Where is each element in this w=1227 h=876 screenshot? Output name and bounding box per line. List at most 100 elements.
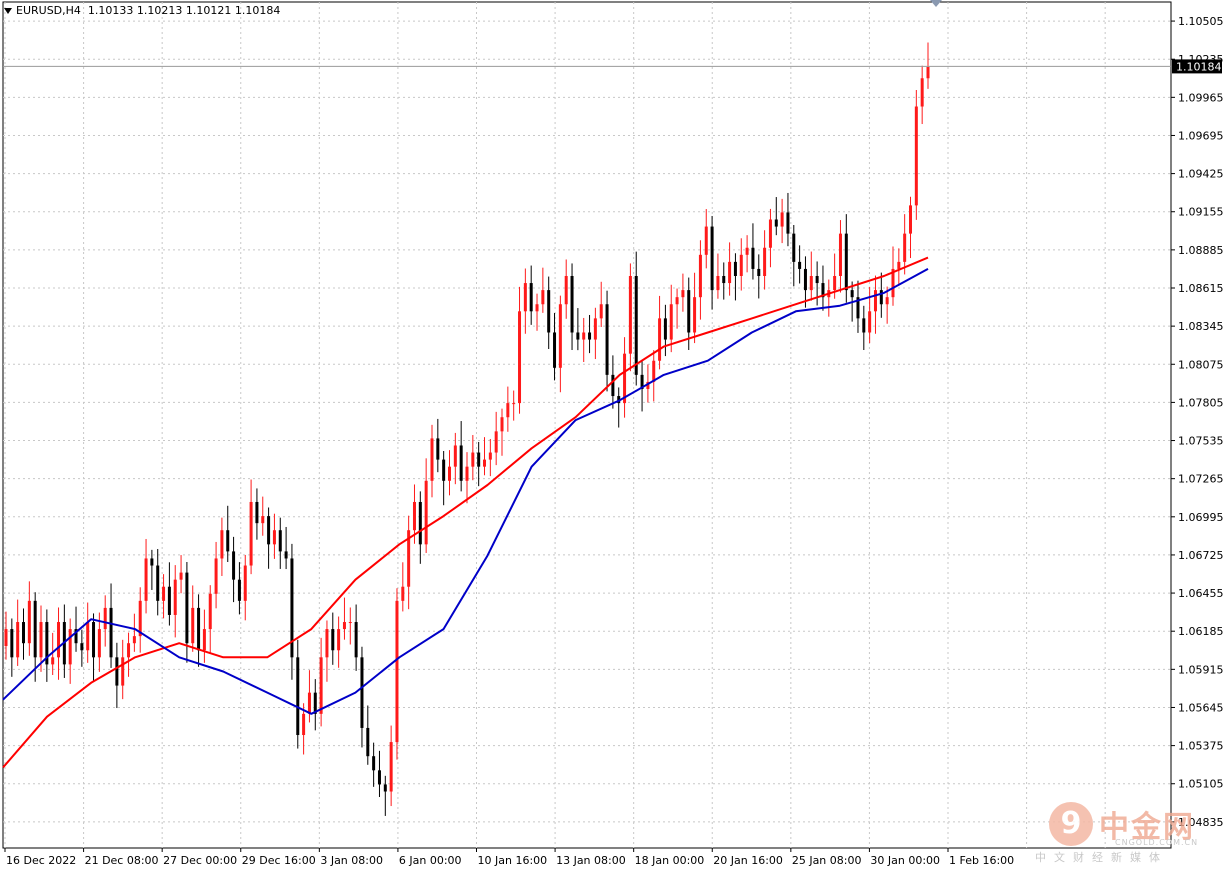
candle-body	[173, 579, 177, 615]
watermark: 中金网 CNGOLD.COM.CN 中文财经新媒体	[1035, 802, 1219, 864]
candle	[803, 256, 807, 308]
candle-body	[879, 290, 883, 305]
candle	[354, 604, 358, 671]
candle-body	[623, 353, 627, 404]
candle	[506, 386, 510, 432]
candle-body	[500, 417, 504, 432]
candle	[307, 670, 311, 723]
candle-body	[354, 622, 358, 658]
candle-body	[763, 247, 767, 276]
candle-body	[401, 586, 405, 601]
candle-body	[681, 290, 685, 298]
dropdown-triangle-icon[interactable]	[4, 8, 12, 14]
candle	[179, 555, 183, 594]
candle-body	[809, 275, 813, 291]
candle-body	[156, 565, 160, 601]
y-tick-label: 1.05105	[1178, 778, 1224, 791]
candle-body	[815, 275, 819, 284]
candle-body	[33, 600, 37, 658]
y-tick-label: 1.09155	[1178, 206, 1224, 219]
ma-fast-line	[2, 268, 929, 715]
candle	[640, 360, 644, 412]
candle-body	[284, 551, 288, 559]
candle	[570, 263, 574, 351]
candle-body	[564, 275, 568, 305]
y-tick-label: 1.05375	[1178, 740, 1224, 753]
y-tick-label: 1.06455	[1178, 587, 1224, 600]
candle	[74, 606, 78, 652]
candle-body	[897, 261, 901, 269]
candle	[237, 562, 241, 615]
x-tick-label: 25 Jan 08:00	[792, 854, 862, 867]
candle-body	[162, 586, 166, 601]
x-tick-label: 16 Dec 2022	[6, 854, 76, 867]
candle-body	[418, 501, 422, 545]
candle-body	[430, 438, 434, 481]
y-tick-label: 1.07805	[1178, 396, 1224, 409]
candle	[903, 214, 907, 275]
candle	[681, 273, 685, 312]
candle-body	[652, 360, 656, 382]
candle-body	[237, 579, 241, 601]
candle-body	[185, 572, 189, 644]
watermark-url: CNGOLD.COM.CN	[1115, 838, 1199, 847]
candle	[768, 208, 772, 268]
candle	[80, 629, 84, 667]
candle	[652, 350, 656, 402]
y-tick-label: 1.06995	[1178, 511, 1224, 524]
candle	[459, 421, 463, 492]
candle	[862, 305, 866, 351]
y-tick-label: 1.08885	[1178, 244, 1224, 257]
candle	[617, 387, 621, 428]
candle-body	[617, 396, 621, 404]
current-price-label: 1.10184	[1176, 60, 1222, 73]
candle	[144, 538, 148, 614]
candle	[856, 280, 860, 333]
candle-body	[786, 212, 790, 234]
candle-body	[27, 600, 31, 644]
candle	[879, 272, 883, 318]
candle	[453, 432, 457, 485]
candle-body	[366, 727, 370, 757]
candle-body	[512, 403, 516, 405]
candle-body	[488, 452, 492, 460]
y-tick-label: 1.09425	[1178, 168, 1224, 181]
candle-body	[442, 459, 446, 481]
candle-body	[74, 629, 78, 644]
candle	[331, 612, 335, 665]
candle-body	[383, 784, 387, 792]
symbol-timeframe: EURUSD,H4	[16, 4, 81, 17]
candle	[722, 262, 726, 300]
candle-body	[302, 713, 306, 736]
y-tick-label: 1.05915	[1178, 663, 1224, 676]
chart-shift-marker-icon[interactable]	[930, 0, 942, 7]
candle	[220, 517, 224, 576]
candle	[745, 235, 749, 273]
candle-body	[337, 629, 341, 651]
candle-body	[471, 452, 475, 467]
ohlc-readout: 1.10133 1.10213 1.10121 1.10184	[87, 4, 281, 17]
candle	[838, 220, 842, 293]
candle	[576, 308, 580, 351]
candle-body	[628, 275, 632, 354]
candle	[821, 265, 825, 311]
candle	[710, 215, 714, 310]
candle-body	[780, 212, 784, 227]
candle	[494, 411, 498, 466]
candle-body	[856, 297, 860, 319]
candle	[891, 246, 895, 306]
candle-body	[115, 657, 119, 686]
candle-body	[582, 332, 586, 340]
candle-body	[278, 530, 282, 552]
y-tick-label: 1.08345	[1178, 320, 1224, 333]
candle-body	[751, 247, 755, 269]
candle	[57, 607, 61, 680]
candle	[599, 281, 603, 327]
candle-body	[669, 304, 673, 340]
candle-body	[798, 261, 802, 269]
candle	[132, 613, 136, 652]
candle	[45, 609, 49, 682]
candle	[588, 314, 592, 354]
